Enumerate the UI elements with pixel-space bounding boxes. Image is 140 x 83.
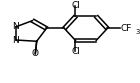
Text: O: O xyxy=(32,49,39,58)
Text: N: N xyxy=(13,22,19,31)
Text: CF: CF xyxy=(120,24,132,33)
Text: N: N xyxy=(13,36,19,44)
Text: Cl: Cl xyxy=(71,47,80,56)
Text: 3: 3 xyxy=(135,29,139,35)
Text: Cl: Cl xyxy=(71,1,80,10)
